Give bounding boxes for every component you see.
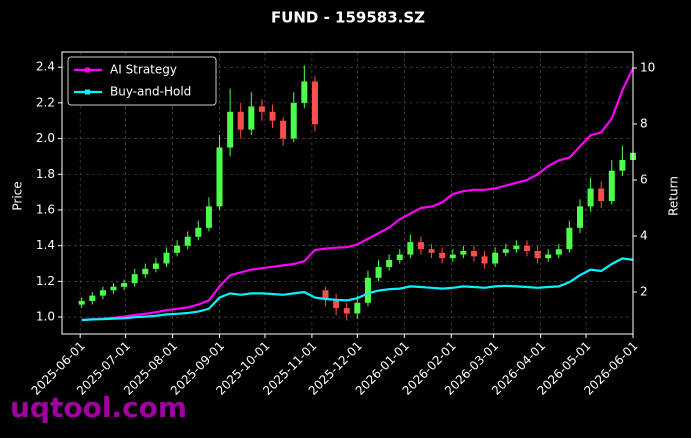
candle-body — [184, 236, 191, 246]
candle-body — [343, 308, 350, 314]
candle-body — [290, 102, 297, 139]
y-tick-label: 1.6 — [36, 202, 55, 216]
candle-body — [195, 227, 202, 237]
candle-body — [470, 251, 477, 257]
candle-body — [523, 245, 530, 252]
candle-body — [333, 299, 340, 309]
candle-body — [619, 159, 626, 171]
candle-body — [598, 188, 605, 202]
line-series — [81, 67, 634, 322]
y-tick-label: 1.0 — [36, 310, 55, 324]
candle-body — [280, 120, 287, 139]
legend-label: AI Strategy — [110, 63, 177, 77]
candle-body — [174, 245, 181, 253]
candle-body — [608, 170, 615, 202]
candle-body — [152, 263, 159, 269]
candle-body — [322, 290, 329, 300]
watermark: uqtool.com — [10, 391, 187, 424]
candle-body — [364, 277, 371, 303]
candle-body — [555, 249, 562, 255]
y2-tick-label: 2 — [640, 284, 648, 298]
y-tick-label: 1.8 — [36, 167, 55, 181]
y2-tick-label: 4 — [640, 228, 648, 242]
candle-body — [566, 227, 573, 250]
candle-body — [407, 242, 414, 255]
candle-body — [576, 206, 583, 228]
candle-body — [396, 254, 403, 260]
candle-body — [269, 111, 276, 121]
candle-body — [121, 283, 128, 287]
y-tick-label: 2.0 — [36, 131, 55, 145]
candle-body — [301, 81, 308, 103]
candle-body — [163, 252, 170, 264]
y-tick-label: 1.4 — [36, 238, 55, 252]
candle-body — [460, 251, 467, 255]
candle-body — [248, 106, 255, 130]
legend-marker — [85, 67, 90, 73]
candle-body — [449, 254, 456, 259]
candle-body — [513, 245, 520, 250]
candle-body — [545, 254, 552, 259]
candle-body — [258, 106, 265, 112]
candle-body — [481, 256, 488, 264]
candle-body — [417, 242, 424, 250]
candle-body — [110, 286, 117, 291]
plot-frame — [61, 51, 634, 335]
candle-body — [375, 267, 382, 278]
y2-tick-label: 6 — [640, 172, 648, 186]
candle-body — [311, 81, 318, 125]
candle-body — [227, 111, 234, 148]
candle-body — [354, 302, 361, 314]
candle-body — [439, 252, 446, 259]
y-tick-label: 2.4 — [36, 60, 55, 74]
candle-body — [89, 295, 96, 301]
y-tick-label: 1.2 — [36, 274, 55, 288]
candle-body — [142, 268, 149, 275]
candle-body — [428, 249, 435, 253]
candle-body — [78, 300, 85, 305]
y-axis-label: Price — [11, 181, 25, 210]
candle-body — [99, 290, 106, 296]
y2-axis-label: Return — [667, 176, 681, 216]
candle-body — [205, 206, 212, 228]
candle-body — [237, 111, 244, 130]
plot-area — [62, 52, 636, 334]
legend-marker — [85, 89, 90, 95]
line-series — [81, 257, 634, 322]
chart-title: FUND - 159583.SZ — [271, 9, 425, 27]
legend-box — [67, 56, 217, 106]
candle-body — [216, 147, 223, 207]
legend-label: Buy-and-Hold — [110, 85, 191, 99]
y-tick-label: 2.2 — [36, 95, 55, 109]
candle-body — [386, 259, 393, 268]
candle-body — [502, 249, 509, 253]
y2-tick-label: 10 — [640, 60, 655, 74]
candle-body — [534, 251, 541, 259]
candle-body — [492, 252, 499, 264]
candle-body — [131, 274, 138, 284]
y2-tick-label: 8 — [640, 116, 648, 130]
candle-body — [587, 188, 594, 207]
